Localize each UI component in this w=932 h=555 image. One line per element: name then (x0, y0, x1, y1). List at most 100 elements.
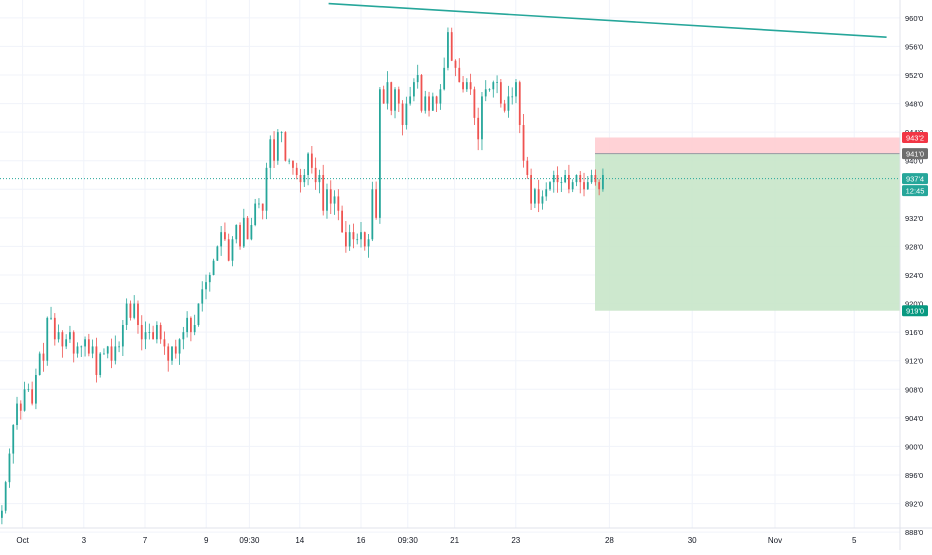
candle-body (216, 246, 219, 261)
candle-body (227, 239, 230, 261)
candle-body (303, 175, 306, 183)
candle-body (197, 303, 200, 325)
candle-body (439, 89, 442, 104)
candle-body (409, 96, 412, 104)
time-tick-label: Nov (768, 536, 782, 545)
candle-body (208, 275, 211, 283)
candle-body (118, 346, 120, 348)
candle-body (533, 189, 536, 204)
candle-body (530, 175, 532, 204)
candle-body (50, 317, 52, 319)
candle-body (65, 339, 68, 347)
stop-loss-price-label: 943'2 (906, 134, 924, 143)
time-axis[interactable]: Oct 3 7 9 09:30 14 16 09:30 21 23 28 30 Nov 5 (16, 536, 857, 545)
candle-body (488, 89, 491, 91)
candle-body (598, 182, 601, 190)
candle-body (288, 160, 291, 162)
take-profit-zone (595, 153, 900, 311)
candle-body (121, 325, 124, 347)
candle-body (435, 96, 438, 104)
candle-body (454, 60, 457, 68)
candle-body (254, 203, 257, 225)
candle-body (594, 175, 597, 183)
candle-body (522, 125, 525, 161)
candle-body (280, 132, 283, 133)
candle-body (284, 132, 287, 161)
candle-body (518, 82, 521, 125)
candle-body (447, 32, 449, 68)
candle-body (386, 82, 389, 104)
candle-body (499, 82, 502, 104)
candle-body (560, 182, 563, 183)
candle-body (12, 425, 15, 454)
candle-body (333, 196, 336, 204)
candle-body (583, 182, 585, 190)
time-tick-label: 09:30 (239, 536, 260, 545)
candle-body (371, 189, 374, 240)
candle-body (496, 82, 498, 83)
short-position-tool[interactable] (595, 137, 900, 311)
candle-body (322, 175, 325, 211)
candle-body (552, 175, 555, 183)
candle-body (258, 203, 260, 205)
current-price-label-box (902, 173, 928, 185)
candle-body (469, 82, 472, 90)
price-tick-label: 904'0 (905, 414, 923, 423)
candle-body (484, 89, 487, 97)
candle-body (171, 346, 173, 361)
price-tick-label: 924'0 (905, 271, 923, 280)
candle-body (106, 346, 109, 354)
candle-body (91, 346, 94, 354)
target-price-label-box (902, 305, 928, 317)
candle-body (1, 510, 3, 518)
candle-body (326, 189, 328, 211)
candle-body (182, 332, 185, 340)
candle-body (152, 332, 154, 340)
price-axis-labels: 943'2 941'0 937'4 12:45 919'0 (902, 132, 928, 317)
candle-body (511, 96, 514, 98)
candle-body (379, 89, 381, 218)
candle-body (602, 175, 604, 190)
candle-body (375, 189, 378, 218)
candle-body (163, 339, 166, 347)
price-tick-label: 952'0 (905, 71, 923, 80)
candle-body (390, 82, 393, 111)
candle-body (458, 67, 461, 83)
candle-body (250, 225, 253, 240)
candle-body (310, 153, 313, 168)
candle-body (295, 167, 298, 175)
candle-body (61, 332, 64, 347)
candle-body (133, 303, 136, 318)
candle-body (148, 332, 151, 333)
overlays (0, 2, 900, 180)
candle-body (431, 96, 434, 111)
candle-body (503, 103, 506, 111)
candle-body (515, 82, 517, 97)
candle-body (465, 82, 468, 90)
candle-body (239, 225, 241, 247)
price-tick-label: 896'0 (905, 471, 923, 480)
candle-body (556, 175, 559, 183)
time-tick-label: 23 (511, 536, 520, 545)
candle-body (341, 210, 343, 233)
current-price-label: 937'4 (906, 175, 924, 184)
candle-body (38, 353, 41, 375)
price-tick-label: 932'0 (905, 214, 923, 223)
candle-body (579, 175, 582, 183)
candles (1, 27, 604, 525)
time-tick-label: 16 (357, 536, 366, 545)
time-tick-label: Oct (16, 536, 29, 545)
candle-body (473, 89, 476, 118)
candle-body (314, 167, 317, 183)
candle-body (155, 325, 158, 340)
entry-price-label: 941'0 (906, 150, 924, 159)
time-tick-label: 30 (688, 536, 697, 545)
time-tick-label: 7 (143, 536, 148, 545)
candle-body (201, 289, 204, 304)
candle-body (571, 182, 574, 190)
candle-body (174, 346, 177, 354)
price-tick-label: 920'0 (905, 300, 923, 309)
candle-body (348, 232, 351, 247)
